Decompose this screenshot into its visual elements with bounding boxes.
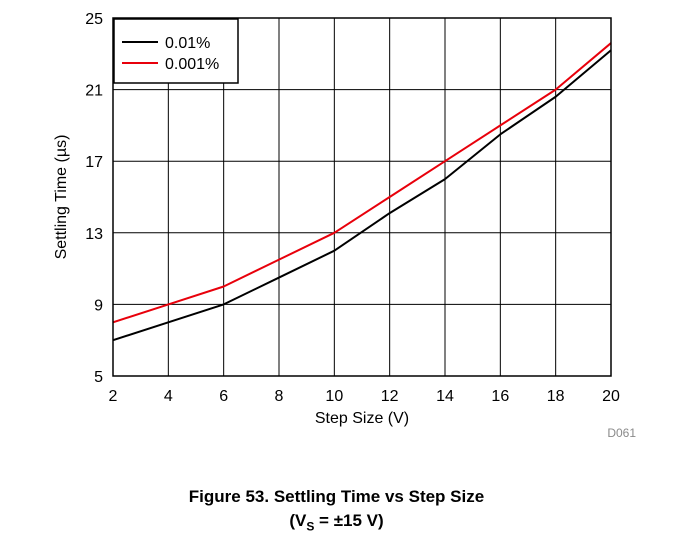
x-tick-label-9: 20 [602, 388, 620, 405]
y-tick-label-4: 21 [85, 83, 103, 100]
x-tick-label-5: 12 [381, 388, 399, 405]
x-tick-label-3: 8 [275, 388, 284, 405]
tick-labels: 2 4 6 8 10 12 14 16 18 20 5 9 13 17 21 25 [85, 11, 620, 405]
figure-caption-condition: (VS = ±15 V) [0, 511, 673, 533]
condition-prefix: (V [289, 511, 307, 530]
x-axis-label: Step Size (V) [315, 410, 409, 427]
figure-caption-title: Figure 53. Settling Time vs Step Size [188, 487, 485, 506]
x-tick-label-1: 4 [164, 388, 173, 405]
x-tick-label-2: 6 [219, 388, 228, 405]
legend-label-0: 0.01% [165, 35, 210, 52]
y-axis-label: Settling Time (µs) [53, 135, 70, 260]
y-tick-label-2: 13 [85, 226, 103, 243]
condition-subscript: S [306, 519, 315, 534]
plot-border [112, 17, 612, 377]
series-layer [112, 42, 612, 342]
settling-time-chart: 2 4 6 8 10 12 14 16 18 20 5 9 13 17 21 25 Step Size (V)… [53, 11, 636, 440]
legend: 0.01% 0.001% [113, 18, 239, 84]
series-line-1 [112, 42, 612, 324]
x-tick-label-8: 18 [547, 388, 565, 405]
legend-label-1: 0.001% [165, 56, 219, 73]
y-tick-label-0: 5 [94, 369, 103, 386]
legend-box [113, 18, 239, 84]
y-tick-label-3: 17 [85, 154, 103, 171]
x-tick-label-4: 10 [325, 388, 343, 405]
x-tick-label-6: 14 [436, 388, 454, 405]
x-tick-label-0: 2 [109, 388, 118, 405]
y-tick-label-1: 9 [94, 297, 103, 314]
x-tick-label-7: 16 [491, 388, 509, 405]
y-tick-label-5: 25 [85, 11, 103, 28]
series-line-0 [112, 49, 612, 342]
figure-id-label: D061 [607, 426, 636, 440]
condition-suffix: = ±15 V) [314, 511, 384, 530]
